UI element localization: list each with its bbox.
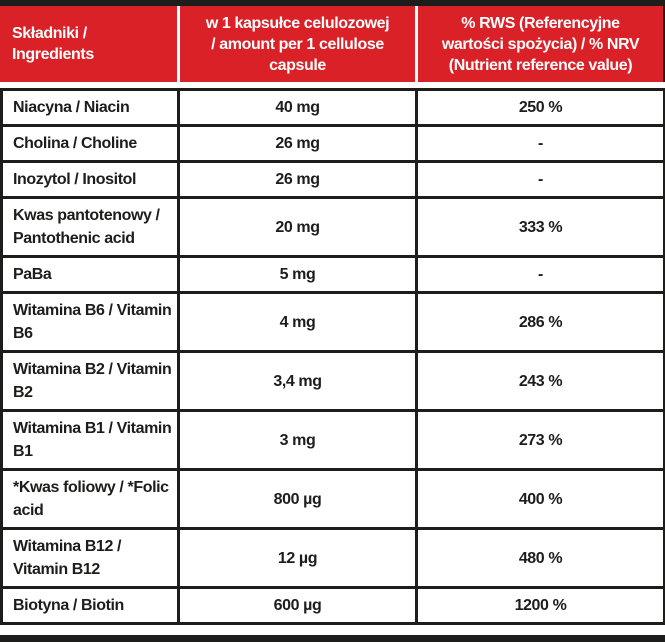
ingredient-cell: Witamina B12 / Vitamin B12	[3, 530, 180, 586]
amount-cell: 3,4 mg	[180, 353, 418, 409]
table-row: Witamina B1 / Vitamin B1 3 mg 273 %	[3, 412, 663, 471]
nrv-cell: -	[538, 135, 543, 152]
nrv-cell: 250 %	[518, 99, 563, 116]
table-row: PaBa 5 mg -	[3, 258, 663, 294]
ingredient-cell: Biotyna / Biotin	[3, 589, 180, 622]
table-row: Witamina B12 / Vitamin B12 12 µg 480 %	[3, 530, 663, 589]
nrv-cell: 480 %	[518, 549, 563, 567]
ingredient-cell: Witamina B6 / Vitamin B6	[3, 294, 180, 350]
ingredient-cell: PaBa	[3, 258, 180, 291]
table-body: Niacyna / Niacin 40 mg 250 % Cholina / C…	[0, 88, 665, 625]
header-cell-ingredients: Składniki / Ingredients	[0, 6, 180, 82]
table-row: Witamina B2 / Vitamin B2 3,4 mg 243 %	[3, 353, 663, 412]
ingredient-cell: *Kwas foliowy / *Folic acid	[3, 471, 180, 527]
ingredient-cell: Inozytol / Inositol	[3, 163, 180, 196]
top-black-bar	[0, 0, 665, 6]
header-cell-nrv-percent: % RWS (Referencyjne wartości spożycia) /…	[441, 14, 640, 74]
bottom-black-bar	[0, 635, 665, 642]
amount-cell: 20 mg	[180, 199, 418, 255]
ingredient-cell: Witamina B2 / Vitamin B2	[3, 353, 180, 409]
nrv-cell: 286 %	[518, 313, 563, 331]
nrv-cell: 243 %	[518, 372, 563, 390]
ingredient-cell: Kwas pantotenowy / Pantothenic acid	[3, 199, 180, 255]
table-row: Biotyna / Biotin 600 µg 1200 %	[3, 589, 663, 625]
amount-cell: 12 µg	[180, 530, 418, 586]
amount-cell: 600 µg	[180, 589, 418, 622]
ingredient-cell: Cholina / Choline	[3, 127, 180, 160]
ingredient-cell: Witamina B1 / Vitamin B1	[3, 412, 180, 468]
ingredient-cell: Niacyna / Niacin	[3, 91, 180, 124]
nrv-cell: -	[538, 171, 543, 188]
nrv-cell: 333 %	[518, 218, 563, 236]
table-row: *Kwas foliowy / *Folic acid 800 µg 400 %	[3, 471, 663, 530]
table-header-row: Składniki / Ingredients w 1 kapsułce cel…	[0, 6, 665, 82]
amount-cell: 800 µg	[180, 471, 418, 527]
nrv-cell: -	[538, 266, 543, 283]
amount-cell: 26 mg	[180, 127, 418, 160]
nrv-cell: 400 %	[518, 490, 563, 508]
amount-cell: 3 mg	[180, 412, 418, 468]
amount-cell: 4 mg	[180, 294, 418, 350]
amount-cell: 5 mg	[180, 258, 418, 291]
table-row: Cholina / Choline 26 mg -	[3, 127, 663, 163]
table-row: Niacyna / Niacin 40 mg 250 %	[3, 91, 663, 127]
header-cell-amount-per-capsule: w 1 kapsułce celulozowej / amount per 1 …	[180, 6, 418, 82]
table-row: Witamina B6 / Vitamin B6 4 mg 286 %	[3, 294, 663, 353]
header-body-gap	[0, 82, 665, 88]
amount-cell: 26 mg	[180, 163, 418, 196]
table-row: Inozytol / Inositol 26 mg -	[3, 163, 663, 199]
nrv-cell: 1200 %	[514, 597, 567, 614]
nrv-cell: 273 %	[518, 431, 563, 449]
amount-cell: 40 mg	[180, 91, 418, 124]
table-row: Kwas pantotenowy / Pantothenic acid 20 m…	[3, 199, 663, 258]
